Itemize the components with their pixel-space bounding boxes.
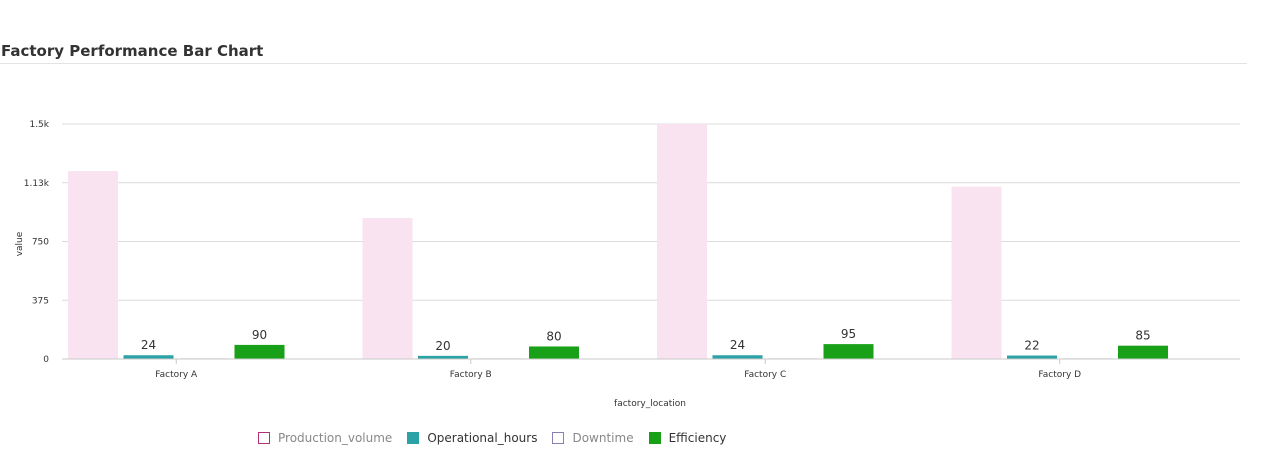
data-label: 24 [730,338,745,352]
y-tick-label: 1.13k [24,179,50,189]
legend-item[interactable]: Downtime [552,431,634,445]
x-tick-label: Factory C [744,370,786,380]
legend-label: Downtime [572,431,634,445]
legend-swatch [552,432,565,444]
legend-label: Operational_hours [427,431,538,445]
legend-label: Efficiency [668,431,727,445]
legend-swatch [258,432,270,444]
y-tick-label: 1.5k [29,120,49,130]
bar [823,344,874,359]
bar [68,171,118,359]
bar [362,218,413,359]
data-label: 85 [1135,329,1150,343]
legend-swatch [407,432,420,444]
bar [951,186,1002,359]
data-label: 20 [435,339,450,353]
legend-item[interactable]: Production_volume [258,431,392,445]
legend-item[interactable]: Efficiency [648,431,727,445]
legend-label: Production_volume [278,431,393,445]
chart-legend: Production_volume Operational_hours Downti… [258,430,741,446]
y-tick-label: 0 [43,355,49,365]
bar [657,124,707,359]
x-tick-label: Factory A [155,370,198,380]
bar [123,355,174,359]
bar [234,344,285,359]
bar [418,355,468,359]
data-label: 24 [141,338,156,352]
chart-header: Factory Performance Bar Chart [0,0,1247,64]
data-label: 90 [252,328,267,342]
y-tick-label: 375 [32,296,49,306]
bar [712,355,763,359]
y-tick-label: 750 [32,238,49,248]
legend-item[interactable]: Operational_hours [407,431,537,445]
legend-swatch [648,432,661,444]
bar [1007,355,1057,359]
x-tick-label: Factory D [1038,370,1081,380]
x-axis-label: factory_location [614,399,686,409]
x-tick-label: Factory B [450,370,492,380]
chart-title: Factory Performance Bar Chart [1,42,264,60]
y-axis-label: value [15,231,25,256]
bar [529,346,579,359]
data-label: 22 [1024,339,1039,353]
data-label: 95 [841,327,856,341]
data-label: 80 [546,329,561,343]
bar [1118,345,1168,359]
